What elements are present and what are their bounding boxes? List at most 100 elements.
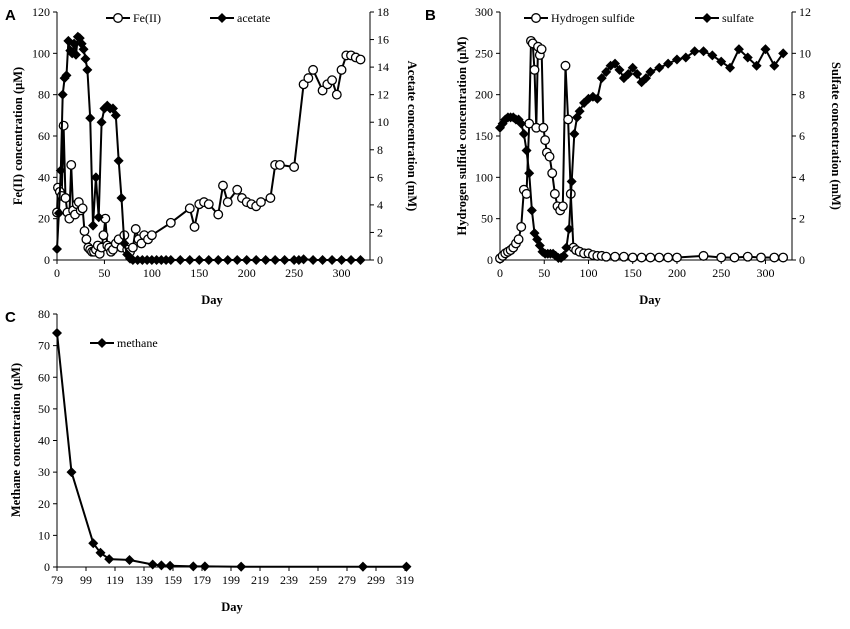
- data-point: [645, 66, 656, 77]
- x-tick-label: 50: [98, 266, 110, 280]
- data-point: [632, 68, 643, 80]
- data-point: [66, 159, 77, 170]
- data-point: [716, 252, 727, 263]
- data-point: [751, 60, 762, 71]
- data-point: [98, 230, 109, 241]
- series-methane: [51, 327, 412, 572]
- data-point: [654, 62, 665, 73]
- data-point: [526, 205, 537, 216]
- data-point: [561, 242, 572, 253]
- x-tick-label: 139: [135, 573, 153, 587]
- data-point: [698, 250, 709, 261]
- data-point: [146, 230, 157, 241]
- y-tick-label-right: 6: [799, 129, 805, 143]
- y-tick-label-right: 2: [377, 225, 383, 239]
- data-point: [645, 252, 656, 263]
- data-point: [298, 254, 309, 265]
- legend-marker: [216, 12, 228, 24]
- x-tick-label: 99: [80, 573, 92, 587]
- data-point: [592, 93, 603, 104]
- x-tick-label: 150: [190, 266, 208, 280]
- x-axis-title: Day: [201, 293, 223, 307]
- data-point: [175, 254, 186, 266]
- legend-entry: sulfate: [695, 11, 754, 25]
- x-tick-label: 250: [285, 266, 303, 280]
- data-point: [610, 251, 620, 262]
- y-tick-label-right: 0: [377, 253, 383, 267]
- data-point: [540, 135, 551, 146]
- data-point: [521, 145, 532, 156]
- legend-entry: methane: [90, 336, 158, 350]
- data-point: [53, 208, 64, 219]
- data-point: [232, 254, 243, 266]
- legend-label: methane: [117, 336, 158, 350]
- chart-panel-b: B 0 50 100 150 200 250 300 0 50 100 150 200 250 300 0 2 4…: [425, 5, 843, 307]
- y-tick-label-left: 20: [38, 212, 50, 226]
- data-point: [265, 193, 276, 203]
- y-tick-label-right: 6: [377, 170, 383, 184]
- data-point: [733, 44, 744, 55]
- data-point: [222, 197, 233, 208]
- x-tick-label: 150: [624, 266, 642, 280]
- data-point: [601, 251, 612, 262]
- x-tick-label: 100: [579, 266, 597, 280]
- legend-label: acetate: [237, 11, 270, 25]
- y-tick-label-right: 14: [377, 60, 389, 74]
- data-point: [260, 254, 271, 266]
- data-point: [778, 252, 789, 263]
- data-point: [618, 251, 629, 262]
- data-point: [516, 118, 527, 129]
- legend-marker: [96, 337, 108, 349]
- y-tick-label-left: 100: [475, 170, 493, 184]
- series-acetate: [51, 31, 366, 266]
- data-point: [560, 60, 571, 71]
- data-point: [218, 180, 228, 191]
- data-point: [557, 201, 568, 212]
- data-point: [672, 252, 682, 263]
- data-point: [110, 110, 121, 121]
- y-tick-label-left: 150: [475, 129, 493, 143]
- data-point: [222, 254, 233, 266]
- x-axis-title: Day: [221, 600, 243, 614]
- data-point: [100, 213, 111, 224]
- data-point: [279, 254, 290, 266]
- x-tick-label: 200: [668, 266, 686, 280]
- data-point: [156, 560, 167, 571]
- data-point: [70, 49, 81, 60]
- y-tick-label-left: 200: [475, 88, 493, 102]
- y-axis-title-right: Sulfate concentration (mM): [829, 62, 843, 210]
- x-tick-label: 300: [333, 266, 351, 280]
- y-tick-label-right: 2: [799, 212, 805, 226]
- data-point: [680, 52, 691, 63]
- data-point: [88, 220, 99, 231]
- data-point: [760, 44, 771, 55]
- data-point: [184, 203, 195, 214]
- data-point: [336, 64, 347, 75]
- data-point: [308, 254, 319, 266]
- data-point: [516, 221, 527, 232]
- data-point: [640, 73, 652, 84]
- data-point: [614, 64, 625, 75]
- data-point: [130, 224, 141, 234]
- data-point: [536, 44, 547, 55]
- y-tick-label-left: 80: [38, 88, 50, 102]
- x-tick-label: 299: [367, 573, 385, 587]
- data-point: [769, 252, 780, 263]
- data-point: [627, 62, 638, 73]
- data-point: [61, 70, 72, 81]
- data-point: [113, 155, 124, 166]
- y-tick-label-left: 70: [38, 339, 50, 353]
- data-point: [199, 561, 210, 572]
- y-tick-label-left: 120: [32, 5, 50, 19]
- data-point: [77, 203, 88, 214]
- data-point: [203, 254, 214, 266]
- y-tick-label-right: 4: [377, 198, 383, 212]
- data-point: [544, 151, 555, 162]
- x-tick-label: 0: [497, 266, 503, 280]
- data-point: [336, 254, 347, 266]
- x-tick-label: 0: [54, 266, 60, 280]
- legend-label: sulfate: [722, 11, 754, 25]
- x-tick-label: 279: [338, 573, 356, 587]
- data-point: [538, 122, 549, 133]
